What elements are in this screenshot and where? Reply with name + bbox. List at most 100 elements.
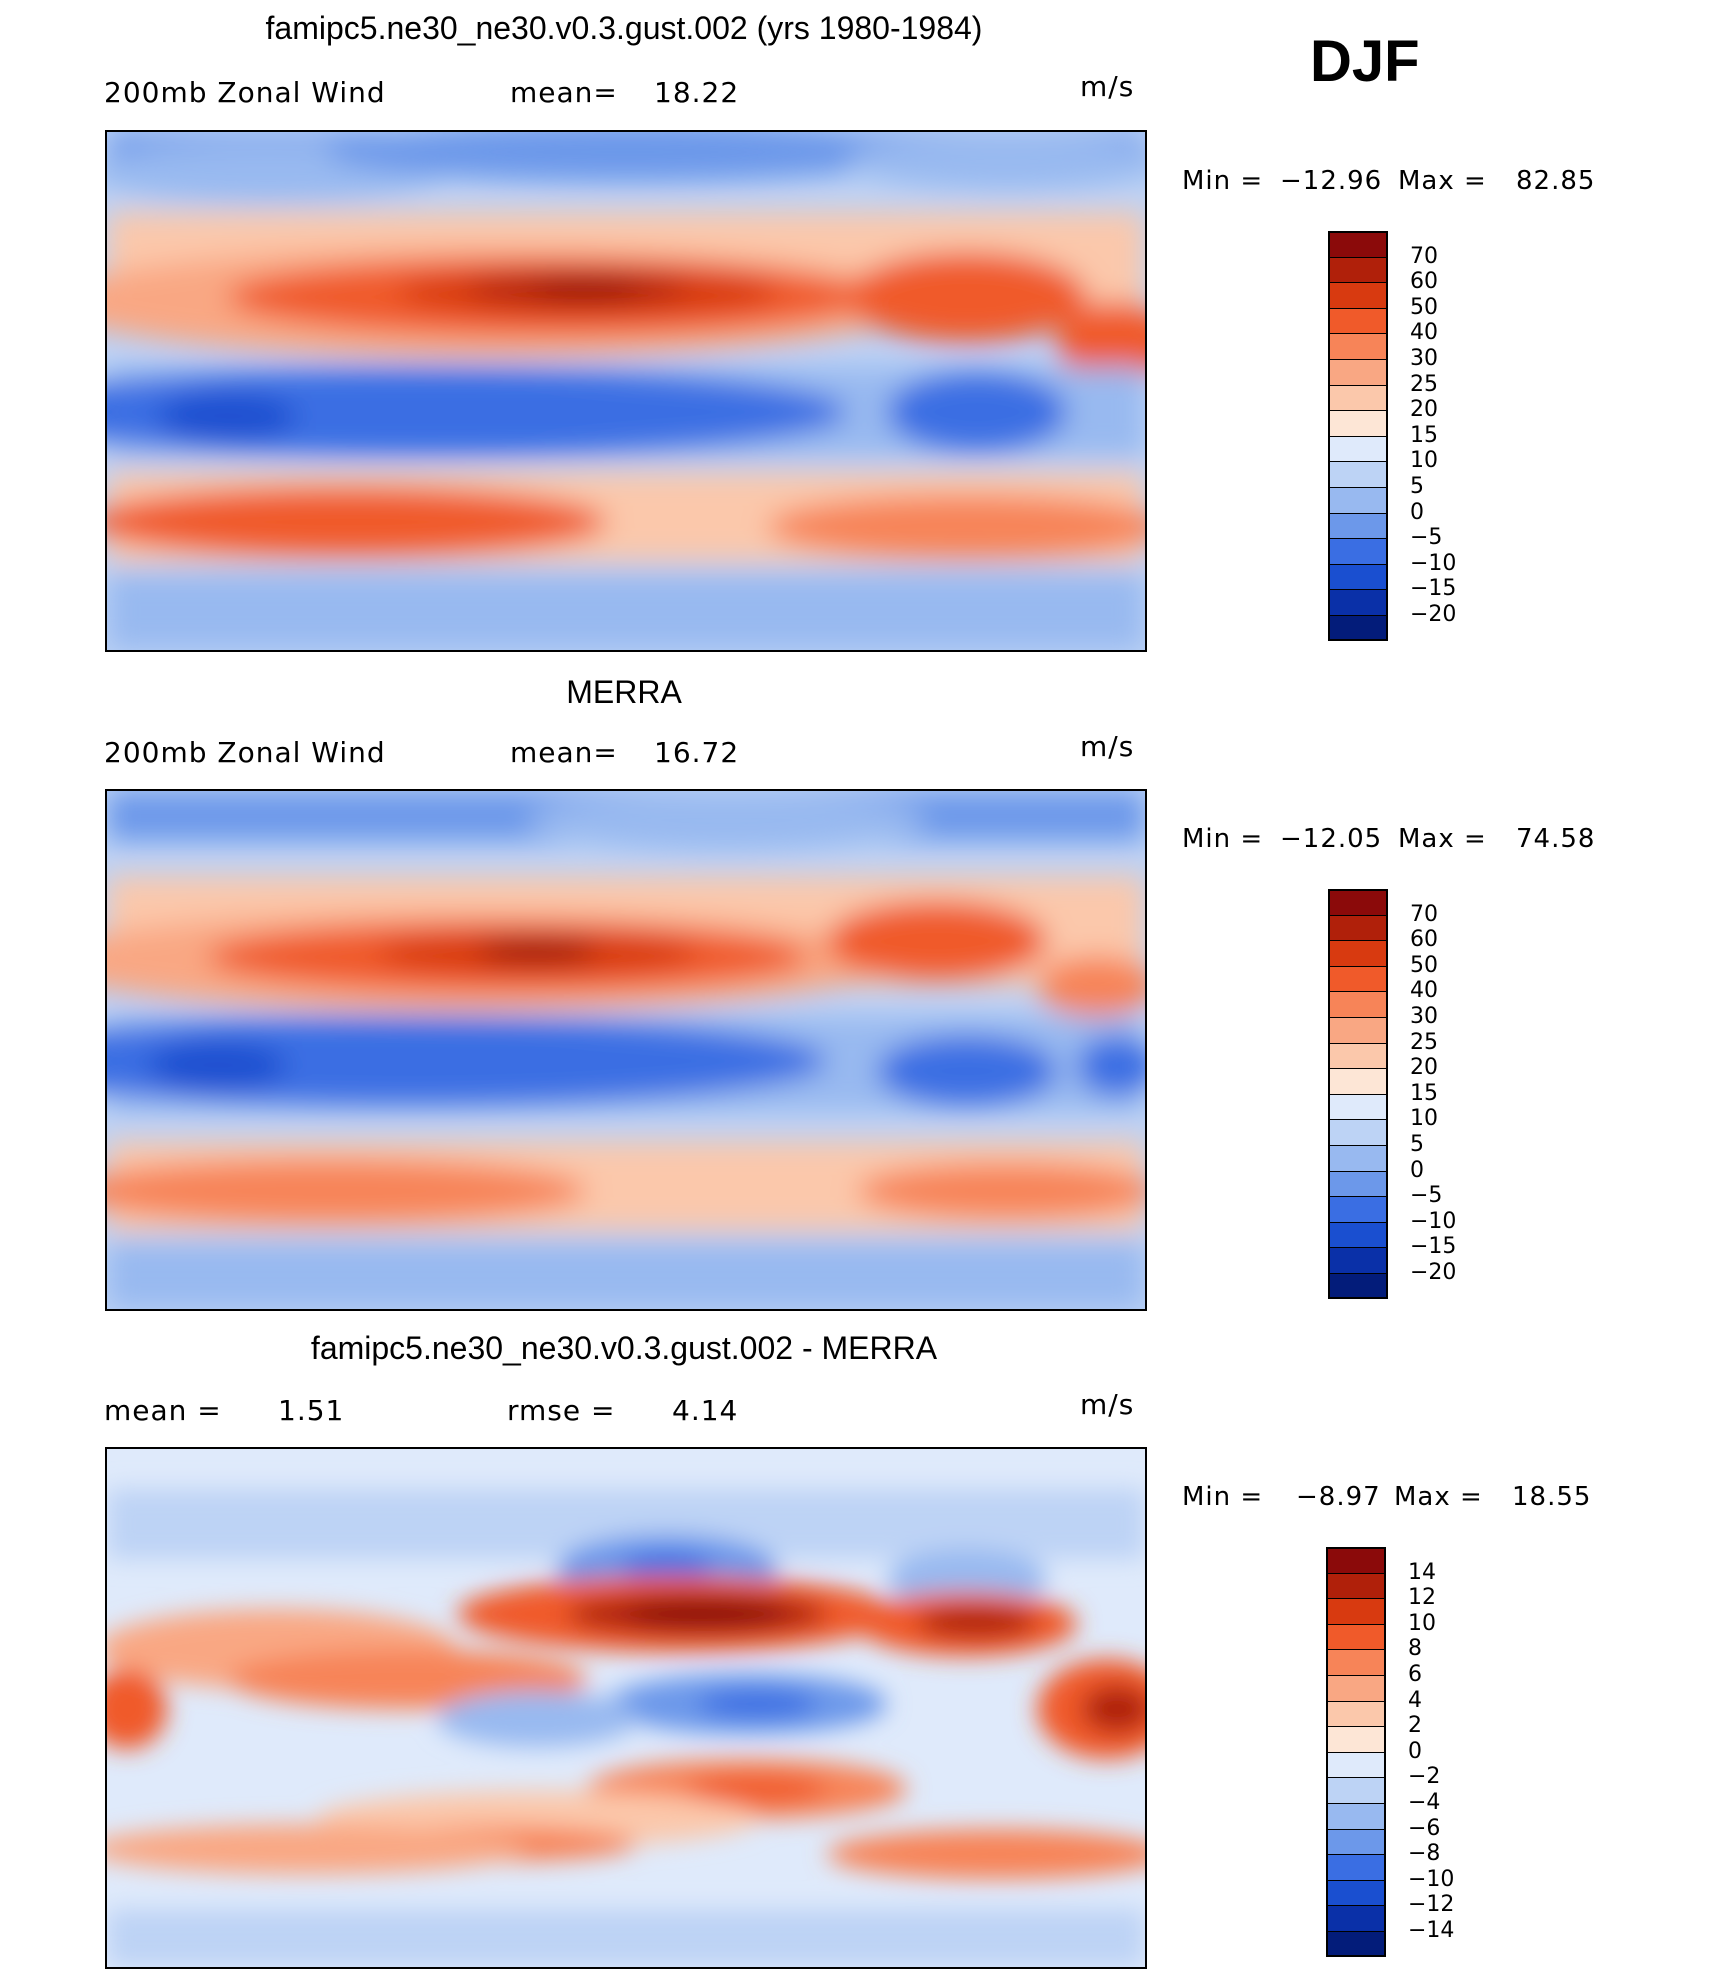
- panel-2-units: m/s: [1080, 730, 1135, 763]
- colorbar-tick-label: 0: [1408, 1738, 1422, 1764]
- colorbar-tick-label: 60: [1410, 269, 1438, 295]
- colorbar-tick-label: 40: [1410, 978, 1438, 1004]
- colorbar-tick-label: 15: [1410, 422, 1438, 448]
- colorbar-swatch: [1328, 359, 1388, 386]
- colorbar-swatch: [1328, 512, 1388, 539]
- colorbar-swatch: [1328, 410, 1388, 437]
- colorbar-tick-label: −5: [1410, 525, 1443, 551]
- panel-3-rmse-value: 4.14: [672, 1394, 739, 1427]
- colorbar-swatch: [1326, 1572, 1386, 1599]
- colorbar-tick-label: 30: [1410, 346, 1438, 371]
- colorbar-tick-label: −10: [1408, 1866, 1455, 1892]
- colorbar-swatch: [1328, 965, 1388, 992]
- panel-1-variable-label: 200mb Zonal Wind: [104, 76, 386, 109]
- panel-1-colorbar: 70 60 50 40 30 25 20 15 10 5 0 −5 −10 −15 −20: [1328, 231, 1488, 642]
- colorbar-tick-label: −8: [1408, 1841, 1441, 1867]
- colorbar-swatch: [1328, 333, 1388, 360]
- colorbar-tick-label: 30: [1410, 1004, 1438, 1029]
- colorbar-swatch: [1326, 1803, 1386, 1830]
- colorbar-swatch: [1326, 1547, 1386, 1574]
- colorbar-swatch: [1328, 589, 1388, 616]
- colorbar-swatch: [1326, 1905, 1386, 1932]
- panel-3-max-value: 18.55: [1512, 1482, 1592, 1512]
- colorbar-tick-label: 5: [1410, 1132, 1424, 1157]
- panel-2-colorbar: 70 60 50 40 30 25 20 15 10 5 0 −5 −10 −15 −20: [1328, 889, 1488, 1300]
- colorbar-swatch: [1328, 435, 1388, 462]
- panel-2-title: MERRA: [566, 674, 682, 710]
- colorbar-tick-label: 0: [1410, 1157, 1424, 1183]
- panel-3-mean-value: 1.51: [278, 1394, 345, 1427]
- colorbar-swatch: [1326, 1649, 1386, 1676]
- colorbar-swatch: [1326, 1751, 1386, 1778]
- colorbar-tick-label: 8: [1408, 1636, 1422, 1662]
- colorbar-tick-label: −12: [1408, 1892, 1455, 1918]
- colorbar-tick-label: 50: [1410, 952, 1438, 978]
- colorbar-swatch: [1328, 1093, 1388, 1120]
- colorbar-swatch: [1328, 1119, 1388, 1146]
- colorbar-swatch: [1326, 1623, 1386, 1650]
- panel-3-title: famipc5.ne30_ne30.v0.3.gust.002 - MERRA: [310, 1330, 938, 1366]
- colorbar-swatch: [1326, 1598, 1386, 1625]
- colorbar-swatch: [1328, 1273, 1388, 1300]
- colorbar-tick-label: 70: [1410, 243, 1438, 269]
- panel-1-max-value: 82.85: [1516, 166, 1596, 196]
- panel-2-mean-value: 16.72: [654, 736, 740, 769]
- colorbar-tick-label: 10: [1408, 1610, 1436, 1636]
- colorbar-swatch: [1328, 889, 1388, 916]
- colorbar-swatch: [1328, 1247, 1388, 1274]
- colorbar-tick-label: −20: [1410, 602, 1457, 627]
- panel-1-units: m/s: [1080, 70, 1135, 103]
- colorbar-tick-label: −15: [1410, 1234, 1457, 1260]
- colorbar-tick-label: −10: [1410, 1208, 1457, 1234]
- colorbar-tick-label: −4: [1408, 1790, 1441, 1815]
- colorbar-swatch: [1328, 1145, 1388, 1172]
- colorbar-swatch: [1326, 1828, 1386, 1855]
- colorbar-tick-label: 5: [1410, 474, 1424, 499]
- colorbar-swatch: [1326, 1777, 1386, 1804]
- colorbar-swatch: [1328, 1017, 1388, 1044]
- panel-2-min-value: −12.05: [1280, 824, 1383, 854]
- colorbar-swatch: [1326, 1854, 1386, 1881]
- colorbar-tick-label: 20: [1410, 397, 1438, 423]
- season-label: DJF: [1310, 29, 1420, 94]
- colorbar-swatch: [1328, 563, 1388, 590]
- colorbar-swatch: [1328, 461, 1388, 488]
- colorbar-swatch: [1328, 914, 1388, 941]
- colorbar-swatch: [1328, 256, 1388, 283]
- panel-1-map: [105, 130, 1147, 652]
- colorbar-swatch: [1328, 231, 1388, 258]
- panel-1-min-label: Min =: [1182, 166, 1264, 196]
- colorbar-tick-label: 0: [1410, 499, 1424, 525]
- colorbar-tick-label: 14: [1408, 1559, 1436, 1585]
- panel-2-map: [105, 789, 1147, 1311]
- colorbar-swatch: [1328, 487, 1388, 514]
- colorbar-tick-label: 4: [1408, 1687, 1422, 1713]
- panel-1-title: famipc5.ne30_ne30.v0.3.gust.002 (yrs 198…: [265, 10, 983, 46]
- panel-3-colorbar: 14 12 10 8 6 4 2 0 −2 −4 −6 −8 −10 −12 −14: [1326, 1547, 1486, 1958]
- panel-2-min-label: Min =: [1182, 824, 1264, 854]
- colorbar-tick-label: −14: [1408, 1918, 1455, 1943]
- colorbar-tick-label: 12: [1408, 1585, 1436, 1611]
- panel-3-min-value: −8.97: [1296, 1482, 1381, 1512]
- colorbar-tick-label: −5: [1410, 1183, 1443, 1209]
- colorbar-tick-label: 25: [1410, 371, 1438, 397]
- panel-3-units: m/s: [1080, 1388, 1135, 1421]
- colorbar-swatch: [1328, 1068, 1388, 1095]
- colorbar-tick-label: 10: [1410, 448, 1438, 474]
- colorbar-swatch: [1328, 1042, 1388, 1069]
- panel-1-mean-label: mean=: [510, 76, 618, 109]
- colorbar-tick-label: 6: [1408, 1662, 1422, 1687]
- panel-2-variable-label: 200mb Zonal Wind: [104, 736, 386, 769]
- colorbar-swatch: [1326, 1879, 1386, 1906]
- colorbar-swatch: [1328, 991, 1388, 1018]
- colorbar-swatch: [1328, 282, 1388, 309]
- panel-3-rmse-label: rmse =: [507, 1394, 616, 1427]
- colorbar-tick-label: 50: [1410, 294, 1438, 320]
- panel-3-map: [105, 1447, 1147, 1969]
- colorbar-swatch: [1328, 538, 1388, 565]
- colorbar-swatch: [1328, 384, 1388, 411]
- colorbar-tick-label: −15: [1410, 576, 1457, 602]
- colorbar-swatch: [1326, 1931, 1386, 1958]
- panel-1-contour-field: [107, 132, 1145, 650]
- colorbar-tick-label: 70: [1410, 901, 1438, 927]
